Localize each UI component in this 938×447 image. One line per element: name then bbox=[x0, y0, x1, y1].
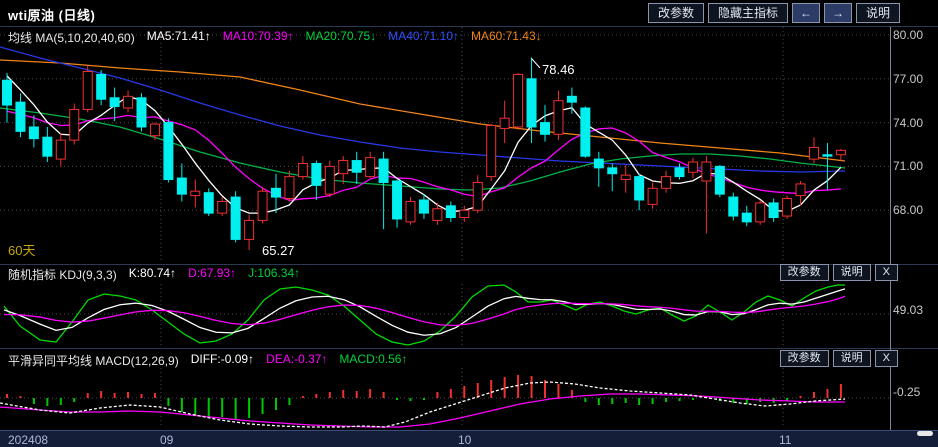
price-tick-80: 80.00 bbox=[893, 28, 924, 42]
ma10-value: MA10:70.39↑ bbox=[222, 29, 294, 43]
price-tick-68: 68.00 bbox=[893, 203, 924, 217]
kdj-axis-value: 49.03 bbox=[893, 303, 924, 317]
macd-diff-value: DIFF:-0.09↑ bbox=[190, 352, 255, 366]
next-arrow-icon[interactable]: → bbox=[823, 3, 852, 23]
time-axis[interactable]: 202408 09 10 11 bbox=[0, 430, 938, 447]
page-title: wti原油 (日线) bbox=[8, 8, 96, 23]
prev-arrow-icon[interactable]: ← bbox=[791, 3, 820, 23]
hide-main-indicator-button[interactable]: 隐藏主指标 bbox=[707, 3, 788, 23]
price-tick-77: 77.00 bbox=[893, 72, 924, 86]
low-price-annotation: 65.27 bbox=[262, 243, 295, 258]
ma20-value: MA20:70.75↓ bbox=[305, 29, 377, 43]
macd-toolbar: 改参数 说明 X bbox=[779, 350, 898, 367]
ma-indicator-title: 均线 MA(5,10,20,40,60) bbox=[8, 31, 135, 45]
time-label-10: 10 bbox=[458, 433, 472, 447]
kdj-k-value: K:80.74↑ bbox=[128, 266, 177, 280]
price-tick-71: 71.00 bbox=[893, 159, 924, 173]
ma5-value: MA5:71.41↑ bbox=[146, 29, 211, 43]
macd-close-button[interactable]: X bbox=[874, 350, 898, 367]
kdj-toolbar: 改参数 说明 X bbox=[779, 264, 898, 281]
change-params-button[interactable]: 改参数 bbox=[647, 3, 704, 23]
macd-axis-value: -0.25 bbox=[893, 385, 921, 399]
kdj-indicator-header: 随机指标 KDJ(9,3,3) K:80.74↑ D:67.93↑ J:106.… bbox=[8, 266, 300, 283]
price-tick-74: 74.00 bbox=[893, 116, 924, 130]
macd-macd-value: MACD:0.56↑ bbox=[339, 352, 408, 366]
range-days-label: 60天 bbox=[8, 243, 36, 258]
time-label-202408: 202408 bbox=[8, 433, 49, 447]
macd-help-button[interactable]: 说明 bbox=[832, 350, 871, 367]
kdj-close-button[interactable]: X bbox=[874, 264, 898, 281]
ma-indicator-header: 均线 MA(5,10,20,40,60) MA5:71.41↑ MA10:70.… bbox=[8, 29, 542, 46]
time-label-09: 09 bbox=[160, 433, 174, 447]
ma60-value: MA60:71.43↓ bbox=[470, 29, 542, 43]
kdj-indicator-title: 随机指标 KDJ(9,3,3) bbox=[8, 268, 117, 282]
time-label-11: 11 bbox=[779, 433, 792, 447]
kdj-j-value: J:106.34↑ bbox=[248, 266, 301, 280]
kdj-d-value: D:67.93↑ bbox=[188, 266, 237, 280]
high-price-annotation: 78.46 bbox=[542, 62, 575, 77]
macd-indicator-title: 平滑异同平均线 MACD(12,26,9) bbox=[8, 354, 179, 368]
ma40-value: MA40:71.10↑ bbox=[388, 29, 459, 43]
kdj-change-params-button[interactable]: 改参数 bbox=[779, 264, 829, 281]
macd-dea-value: DEA:-0.37↑ bbox=[266, 352, 328, 366]
help-button[interactable]: 说明 bbox=[855, 3, 900, 23]
macd-change-params-button[interactable]: 改参数 bbox=[779, 350, 829, 367]
kdj-help-button[interactable]: 说明 bbox=[832, 264, 871, 281]
main-toolbar: 改参数 隐藏主指标 ← → 说明 bbox=[647, 3, 900, 23]
scrollbar-thumb[interactable] bbox=[917, 431, 933, 436]
macd-indicator-header: 平滑异同平均线 MACD(12,26,9) DIFF:-0.09↑ DEA:-0… bbox=[8, 352, 407, 369]
title-bar: wti原油 (日线) 改参数 隐藏主指标 ← → 说明 bbox=[0, 0, 938, 26]
